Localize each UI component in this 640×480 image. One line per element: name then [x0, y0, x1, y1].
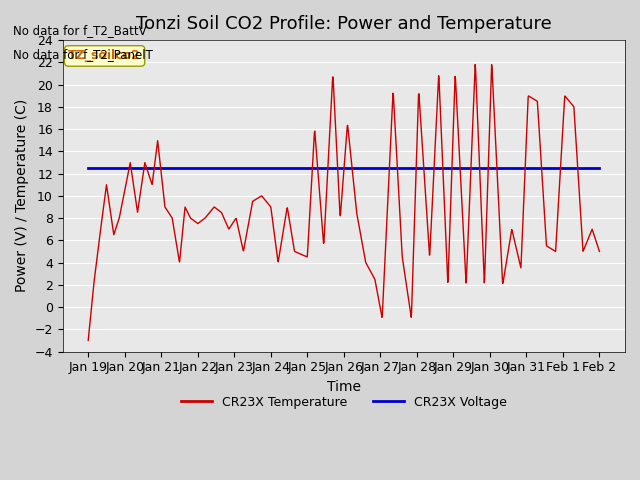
Text: No data for f_T2_BattV: No data for f_T2_BattV — [13, 24, 147, 36]
Title: Tonzi Soil CO2 Profile: Power and Temperature: Tonzi Soil CO2 Profile: Power and Temper… — [136, 15, 552, 33]
Y-axis label: Power (V) / Temperature (C): Power (V) / Temperature (C) — [15, 99, 29, 292]
Text: No data for f_T2_PanelT: No data for f_T2_PanelT — [13, 48, 153, 60]
X-axis label: Time: Time — [327, 380, 361, 394]
Text: TZ_soilco2: TZ_soilco2 — [68, 49, 141, 62]
Legend: CR23X Temperature, CR23X Voltage: CR23X Temperature, CR23X Voltage — [176, 391, 511, 414]
